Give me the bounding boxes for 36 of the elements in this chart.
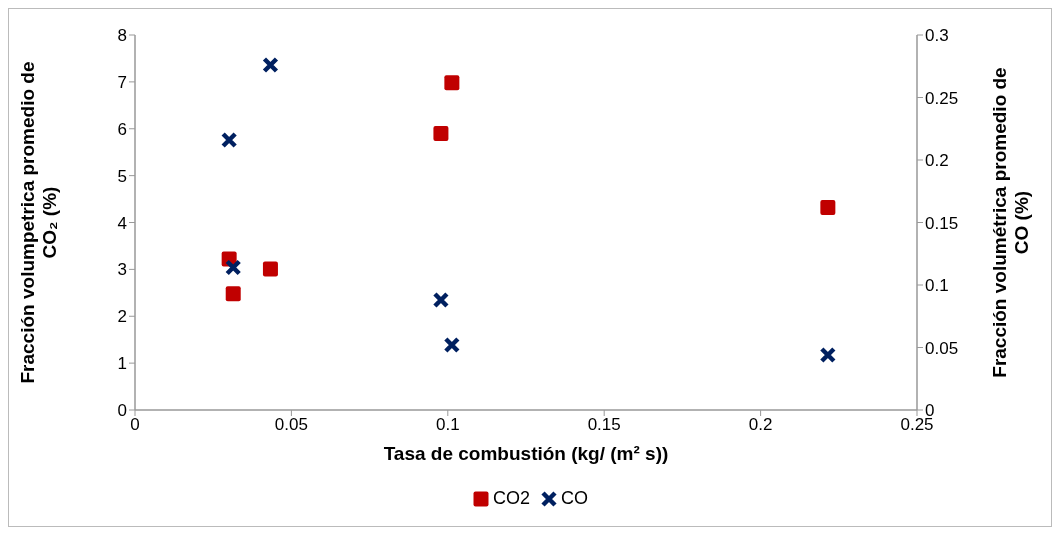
point (443, 336, 461, 354)
point (432, 291, 450, 309)
point (444, 75, 460, 91)
y2-tick-label: 0.2 (925, 151, 949, 171)
point (220, 131, 238, 149)
y2-tick-label: 0.05 (925, 338, 959, 358)
y-tick-label: 8 (117, 26, 127, 46)
y2-axis-title: Fracción volumétrica promedio de CO (%) (989, 67, 1032, 378)
x-axis-title: Tasa de combustión (kg/ (m² s)) (383, 443, 669, 464)
x-tick-label: 0.15 (587, 415, 621, 435)
point (225, 286, 241, 302)
x-tick-label: 0.05 (274, 415, 308, 435)
point (433, 125, 449, 141)
y2-tick-label: 0.1 (925, 276, 949, 296)
x-tick-label: 0.1 (435, 415, 460, 435)
point (262, 56, 279, 74)
point (819, 346, 837, 364)
y-axis-title: Fracción volumpetrica promedio de CO₂ (%) (17, 61, 60, 384)
point (224, 259, 242, 276)
y-tick-label: 6 (117, 119, 127, 139)
y-tick-label: 5 (117, 166, 127, 186)
x-tick-label: 0 (130, 415, 140, 435)
point (820, 200, 836, 215)
y-tick-label: 7 (117, 72, 127, 92)
y-tick-label: 0 (117, 401, 127, 421)
y-tick-label: 2 (117, 307, 127, 327)
y-tick-label: 4 (117, 213, 127, 233)
point (262, 261, 278, 277)
y-tick-label: 1 (117, 354, 127, 374)
y2-tick-label: 0.3 (925, 26, 949, 46)
y2-tick-label: 0.25 (925, 88, 959, 108)
legend-label: CO2 (492, 488, 530, 509)
y2-tick-label: 0.15 (925, 213, 959, 233)
x-tick-label: 0.2 (748, 415, 773, 435)
legend-label: CO (561, 488, 588, 509)
y-tick-label: 3 (117, 260, 127, 280)
